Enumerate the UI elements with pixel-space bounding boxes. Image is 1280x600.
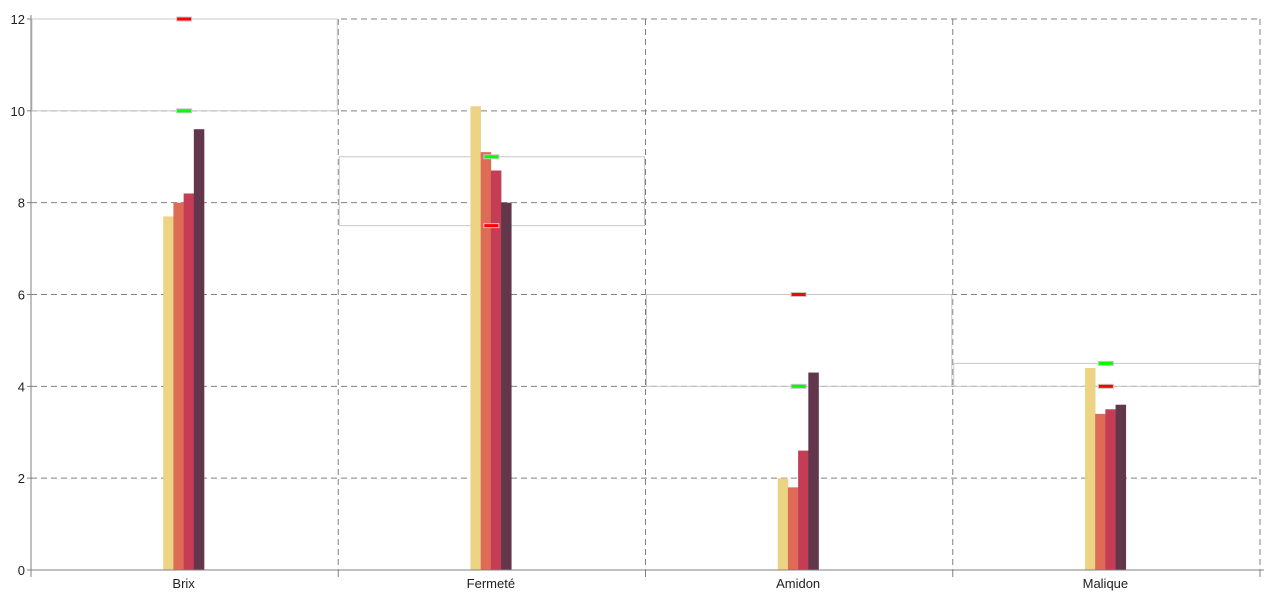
bar-malique-2 [1095, 413, 1106, 570]
marker-red-amidon [790, 292, 807, 297]
bar-fermeté-1 [470, 106, 481, 570]
bar-brix-4 [193, 129, 205, 570]
y-tick-label: 4 [18, 379, 25, 394]
y-tick-label: 0 [18, 563, 25, 578]
x-tick-label: Fermeté [467, 576, 515, 591]
x-tick-label: Brix [172, 576, 195, 591]
marker-green-fermeté [483, 154, 500, 160]
x-tick-label: Amidon [776, 576, 820, 591]
x-tick-label: Malique [1083, 576, 1129, 591]
bar-malique-1 [1084, 367, 1096, 570]
bar-fermeté-2 [480, 152, 492, 571]
bar-brix-2 [173, 202, 184, 570]
bar-amidon-1 [777, 478, 789, 570]
y-tick-label: 6 [18, 288, 25, 303]
marker-green-brix [176, 108, 193, 114]
y-tick-label: 8 [18, 196, 25, 211]
bar-malique-3 [1105, 409, 1116, 570]
bar-fermeté-4 [501, 202, 512, 570]
marker-green-malique [1097, 360, 1114, 366]
y-tick-label: 2 [18, 471, 25, 486]
bar-fermeté-3 [490, 170, 502, 570]
target-range-box [646, 294, 953, 387]
bar-brix-3 [183, 193, 195, 570]
y-tick-label: 12 [11, 12, 25, 27]
target-range-box [953, 362, 1260, 387]
bar-amidon-3 [798, 450, 809, 570]
marker-green-amidon [790, 383, 807, 389]
bars [163, 106, 1127, 571]
marker-red-fermeté [483, 223, 500, 229]
grid [31, 18, 1261, 570]
y-tick-label: 10 [11, 104, 25, 119]
bar-amidon-4 [808, 372, 819, 570]
bar-malique-4 [1115, 404, 1127, 570]
marker-red-brix [176, 16, 193, 22]
target-range-box [31, 18, 338, 112]
bar-brix-1 [163, 216, 174, 571]
axes: 0 2 4 6 8 10 12 Brix Fermeté Amidon Malique [11, 12, 1264, 591]
marker-red-malique [1097, 383, 1114, 389]
bar-amidon-2 [787, 487, 799, 570]
target-markers [176, 16, 1114, 389]
